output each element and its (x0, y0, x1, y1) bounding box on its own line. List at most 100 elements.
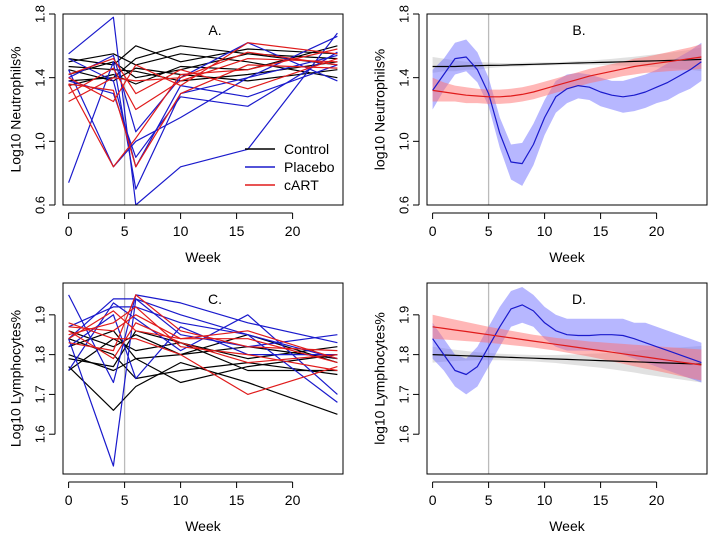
panel-c: 0 5 10 15 20 Week 1.6 1.7 1.8 1.9 Log10 Lymphocyte… (8, 282, 344, 534)
x-axis-label: Week (185, 249, 222, 265)
plot-frame (62, 13, 344, 206)
x-tick-label: 0 (429, 223, 437, 239)
x-tick-label: 10 (173, 492, 189, 508)
plot-area (432, 39, 702, 186)
x-tick-label: 20 (649, 492, 665, 508)
y-tick-label: 1.9 (396, 306, 411, 324)
y-tick-label: 1.7 (396, 385, 411, 403)
series-line-placebo-1 (432, 56, 702, 165)
plot-area (68, 16, 338, 205)
y-axis-label: Log10 Neutrophils% (8, 46, 24, 172)
x-tick-label: 5 (121, 223, 129, 239)
plot-area (68, 294, 338, 467)
series-line-cart-17 (68, 64, 338, 168)
series-line-control-3 (68, 330, 338, 360)
band-placebo-1 (432, 39, 702, 186)
plot-frame (62, 282, 344, 475)
series-line-cart-18 (68, 322, 338, 364)
x-tick-label: 10 (537, 223, 553, 239)
x-tick-label: 5 (121, 492, 129, 508)
y-tick-label: 1.4 (396, 69, 411, 87)
x-tick-label: 0 (429, 492, 437, 508)
series-line-control-5 (68, 330, 338, 364)
y-tick-label: 0.6 (32, 196, 47, 214)
series-line-placebo-8 (68, 298, 338, 467)
x-tick-label: 10 (173, 223, 189, 239)
panel-d: 0 5 10 15 20 Week 1.6 1.7 1.8 1.9 log10 Lymphocyte… (372, 282, 708, 534)
series-line-placebo-12 (68, 306, 338, 360)
x-tick-label: 20 (285, 492, 301, 508)
y-tick-label: 1.0 (32, 132, 47, 150)
x-tick-label: 0 (65, 223, 73, 239)
x-axis-label: Week (185, 518, 222, 534)
y-tick-label: 1.8 (396, 346, 411, 364)
legend-label-cart: cART (284, 177, 319, 193)
x-tick-label: 5 (485, 492, 493, 508)
series-line-control-4 (68, 67, 338, 82)
panel-a: 0 5 10 15 20 Week 0.6 1.0 1.4 1.8 Log10 Neutrophil… (8, 5, 344, 265)
y-axis-label: Log10 Lymphocytes% (8, 310, 24, 447)
x-tick-label: 5 (485, 223, 493, 239)
panel-label: A. (208, 22, 221, 38)
y-tick-label: 1.8 (32, 5, 47, 23)
series-line-cart-13 (68, 57, 338, 111)
series-line-cart-15 (68, 48, 338, 168)
series-line-cart-18 (68, 51, 338, 103)
series-line-placebo-9 (68, 298, 338, 348)
x-tick-label: 15 (593, 223, 609, 239)
series-line-control-5 (68, 53, 338, 79)
series-line-control-3 (68, 45, 338, 82)
series-line-placebo-7 (68, 294, 338, 384)
x-axis-label: Week (549, 249, 586, 265)
y-tick-label: 1.6 (396, 425, 411, 443)
series-line-control-0 (432, 354, 702, 365)
panel-label: B. (572, 22, 585, 38)
y-tick-label: 1.4 (32, 69, 47, 87)
series-line-cart-2 (432, 326, 702, 366)
band-control-0 (432, 47, 702, 73)
y-tick-label: 1.6 (32, 425, 47, 443)
series-line-placebo-1 (432, 304, 702, 376)
series-line-cart-17 (68, 294, 338, 352)
band-cart-2 (432, 44, 702, 104)
plot-area (432, 287, 702, 395)
x-tick-label: 20 (649, 223, 665, 239)
panel-label: C. (208, 291, 222, 307)
series-line-cart-16 (68, 322, 338, 395)
y-axis-label: log10 Neutrophils% (372, 49, 388, 170)
series-line-control-1 (68, 61, 338, 82)
x-tick-label: 15 (229, 492, 245, 508)
y-tick-label: 1.8 (32, 346, 47, 364)
series-line-placebo-10 (68, 314, 338, 380)
series-line-placebo-12 (68, 51, 338, 158)
plot-frame (426, 13, 708, 206)
x-tick-label: 15 (229, 223, 245, 239)
legend-label-placebo: Placebo (284, 159, 335, 175)
series-line-cart-16 (68, 57, 338, 95)
x-tick-label: 20 (285, 223, 301, 239)
x-tick-label: 10 (537, 492, 553, 508)
series-line-control-2 (68, 338, 338, 380)
x-axis-label: Week (549, 518, 586, 534)
series-line-cart-14 (68, 306, 338, 372)
y-tick-label: 1.7 (32, 385, 47, 403)
y-tick-label: 1.8 (396, 5, 411, 23)
legend: Control Placebo cART (245, 141, 335, 193)
plot-frame (426, 282, 708, 475)
y-tick-label: 1.0 (396, 132, 411, 150)
series-line-control-6 (68, 330, 338, 372)
x-tick-label: 15 (593, 492, 609, 508)
legend-label-control: Control (284, 141, 329, 157)
y-tick-label: 0.6 (396, 196, 411, 214)
x-tick-label: 0 (65, 492, 73, 508)
series-line-cart-2 (432, 56, 702, 98)
series-line-control-0 (432, 58, 702, 68)
band-cart-2 (432, 314, 702, 381)
panel-b: 0 5 10 15 20 Week 0.6 1.0 1.4 1.8 log10 Neutrophil… (372, 5, 708, 265)
series-line-placebo-10 (68, 42, 338, 133)
y-tick-label: 1.9 (32, 306, 47, 324)
series-line-cart-14 (68, 42, 338, 103)
y-axis-label: log10 Lymphocytes% (372, 312, 388, 445)
series-line-cart-15 (68, 310, 338, 360)
